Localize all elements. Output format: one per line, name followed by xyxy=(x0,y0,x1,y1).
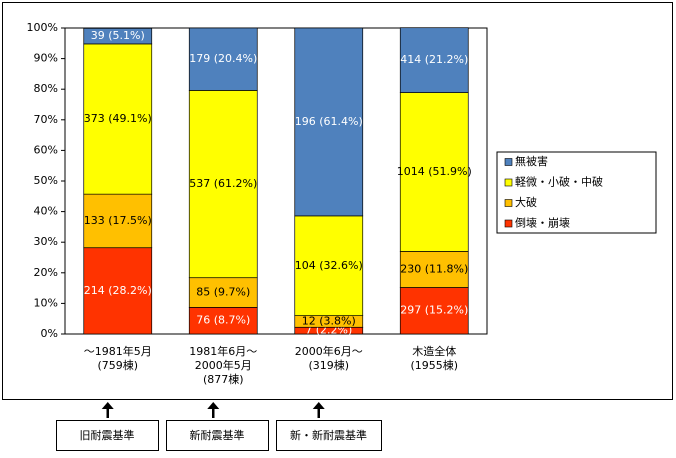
value-label: 104 (32.6%) xyxy=(295,259,363,272)
y-tick-label: 30% xyxy=(34,235,58,248)
legend-swatch xyxy=(504,199,513,207)
x-tick-note: (877棟) xyxy=(203,372,244,386)
y-tick-label: 0% xyxy=(41,327,58,340)
value-label: 179 (20.4%) xyxy=(189,52,257,65)
y-tick-label: 50% xyxy=(34,174,58,187)
value-label: 1014 (51.9%) xyxy=(397,165,472,178)
y-tick-label: 40% xyxy=(34,205,58,218)
bar-segment xyxy=(399,27,469,93)
annotation-box xyxy=(56,420,159,451)
annotation-box xyxy=(276,420,382,451)
legend-label: 無被害 xyxy=(515,154,548,168)
value-label: 297 (15.2%) xyxy=(400,304,468,317)
legend-swatch xyxy=(504,158,513,166)
x-tick-label: 2000年6月～ xyxy=(295,344,363,358)
legend-swatch xyxy=(504,178,513,187)
bar-segment xyxy=(83,27,153,45)
legend-label: 軽微・小破・中破 xyxy=(515,175,603,189)
bar-segment xyxy=(188,90,258,279)
bar-segment xyxy=(399,92,469,252)
value-label: 537 (61.2%) xyxy=(189,177,257,190)
x-tick-label: 2000年5月 xyxy=(195,358,252,372)
value-label: 133 (17.5%) xyxy=(84,214,152,227)
value-label: 76 (8.7%) xyxy=(196,314,250,327)
value-label: 196 (61.4%) xyxy=(295,115,363,128)
legend-box xyxy=(496,151,657,234)
value-label: 214 (28.2%) xyxy=(84,284,152,297)
x-tick-note: (1955棟) xyxy=(410,358,458,372)
bar-segment xyxy=(188,277,258,308)
y-tick-label: 60% xyxy=(34,143,58,156)
value-label: 85 (9.7%) xyxy=(196,286,250,299)
value-label: 373 (49.1%) xyxy=(84,112,152,125)
arrow-head xyxy=(207,402,220,409)
bar-segment xyxy=(294,215,364,316)
bar-segment xyxy=(83,43,153,195)
y-tick-label: 10% xyxy=(34,296,58,309)
annotation-box xyxy=(166,420,269,451)
y-tick-label: 80% xyxy=(34,82,58,95)
value-label: 230 (11.8%) xyxy=(400,262,468,275)
x-tick-label: 木造全体 xyxy=(412,344,456,358)
annotation: 新耐震基準 xyxy=(190,428,245,442)
y-tick-label: 20% xyxy=(34,266,58,279)
legend-swatch xyxy=(504,219,513,228)
legend-label: 大破 xyxy=(515,195,537,209)
value-label: 39 (5.1%) xyxy=(91,29,145,42)
y-tick-label: 70% xyxy=(34,113,58,126)
bar-segment xyxy=(83,193,153,249)
bar-segment xyxy=(399,287,469,335)
annotation: 旧耐震基準 xyxy=(80,428,135,442)
bar-segment xyxy=(399,251,469,288)
bar-segment xyxy=(188,27,258,91)
x-tick-label: ～1981年5月 xyxy=(84,344,152,358)
value-label: 12 (3.8%) xyxy=(302,314,356,327)
y-tick-label: 100% xyxy=(27,21,58,34)
arrow-head xyxy=(101,402,114,409)
value-label: 414 (21.2%) xyxy=(400,53,468,66)
bar-segment xyxy=(294,27,364,217)
arrow-head xyxy=(312,402,325,409)
annotation: 新・新耐震基準 xyxy=(290,428,367,442)
x-tick-label: 1981年6月～ xyxy=(189,344,257,358)
x-tick-note: (319棟) xyxy=(308,358,349,372)
bar-segment xyxy=(188,307,258,335)
x-tick-note: (759棟) xyxy=(97,358,138,372)
y-tick-label: 90% xyxy=(34,52,58,65)
legend-label: 倒壊・崩壊 xyxy=(515,216,570,230)
bar-segment xyxy=(83,247,153,335)
